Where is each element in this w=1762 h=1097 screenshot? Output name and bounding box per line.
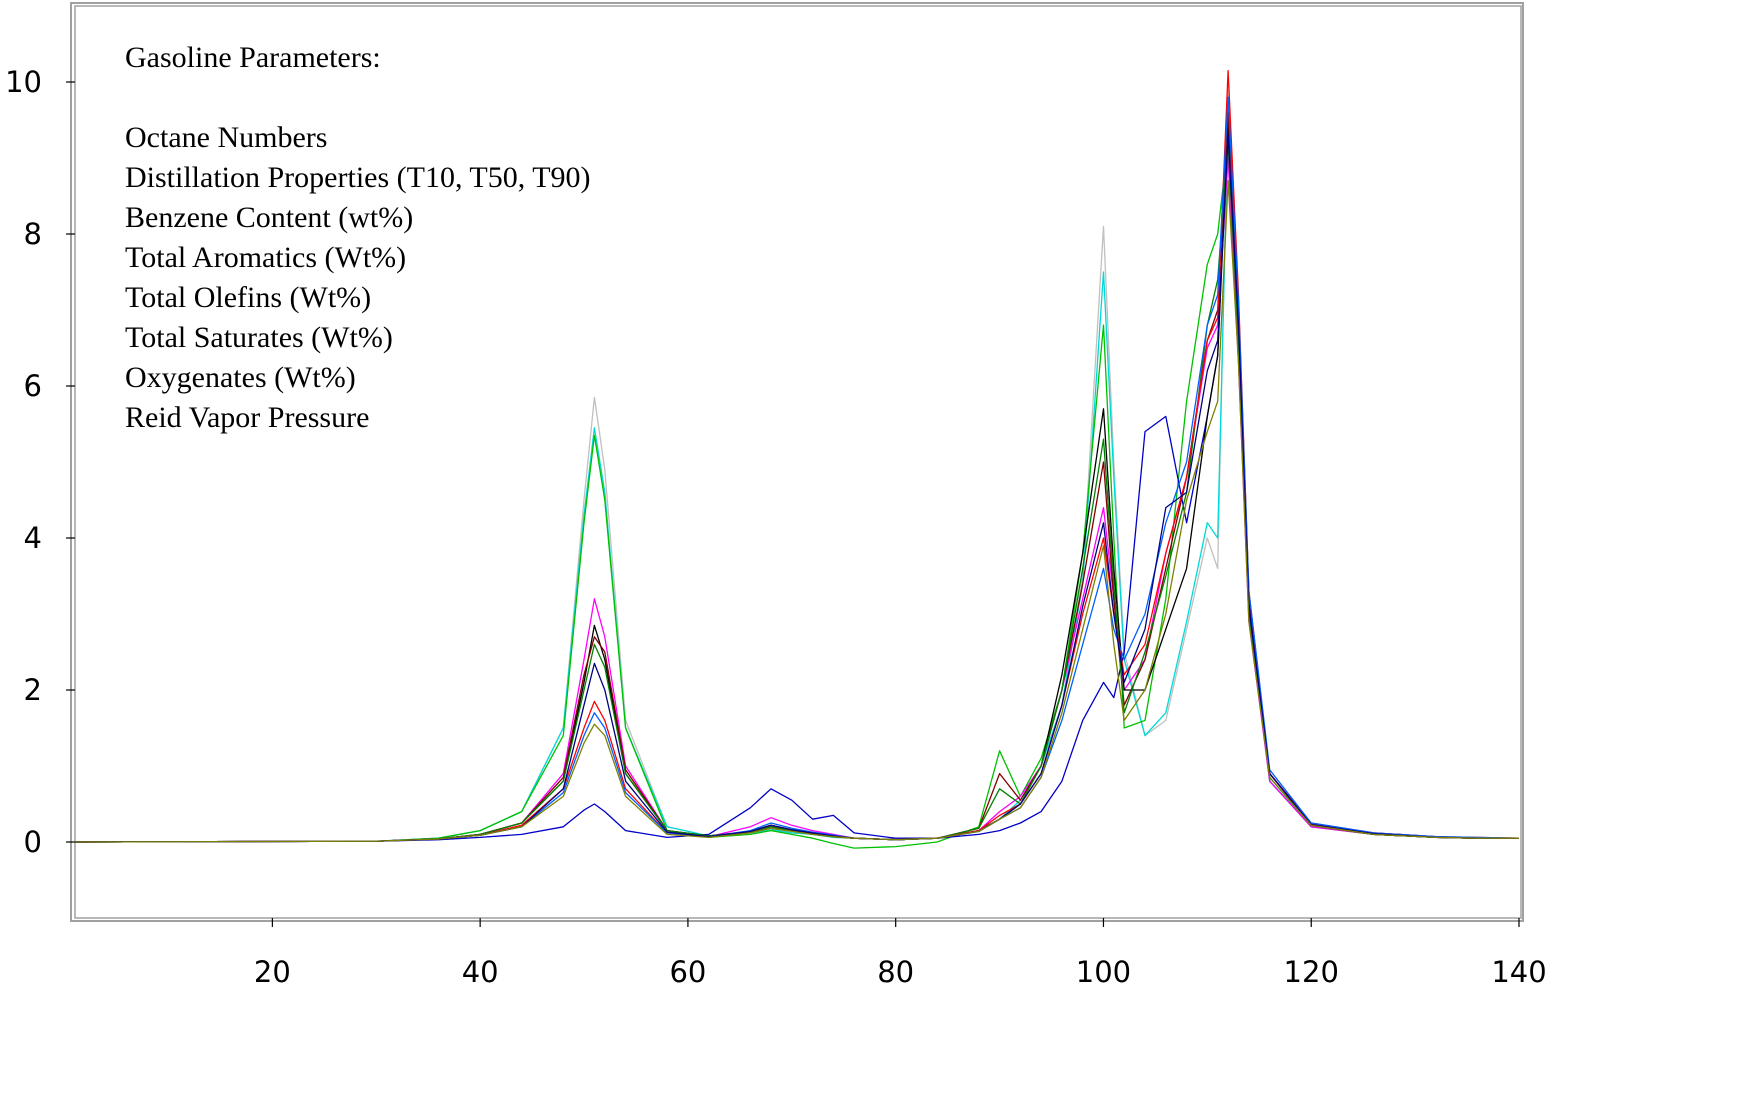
plot-frame [70,2,1524,922]
x-tick-label: 120 [1284,955,1339,989]
annotation-block: Gasoline Parameters: Octane Numbers Dist… [125,41,591,434]
x-tick-label: 40 [462,955,499,989]
plot-frame-outer [70,2,1524,922]
y-tick-label: 6 [24,369,42,403]
y-tick-label: 8 [24,217,42,251]
annotation-item: Benzene Content (wt%) [125,201,413,234]
series-layer [74,69,1520,849]
annotation-item: Distillation Properties (T10, T50, T90) [125,161,591,194]
series-line-12 [74,180,1519,843]
y-tick-label: 4 [24,521,42,555]
y-tick-label: 0 [24,825,42,859]
annotation-item: Oxygenates (Wt%) [125,361,356,394]
plot-frame-inner [74,5,1522,919]
x-tick-label: 20 [254,955,291,989]
x-tick-label: 100 [1076,955,1131,989]
annotation-item: Reid Vapor Pressure [125,401,369,434]
x-tick-label: 60 [669,955,706,989]
x-tick-label: 140 [1491,955,1546,989]
y-axis: 0 2 4 6 8 10 [5,65,75,859]
annotation-heading: Gasoline Parameters: [125,41,381,74]
x-axis: 20 40 60 80 100 120 140 [254,918,1547,989]
annotation-item: Total Aromatics (Wt%) [125,241,406,274]
y-tick-label: 2 [24,673,42,707]
annotation-item: Total Saturates (Wt%) [125,321,393,354]
annotation-item: Total Olefins (Wt%) [125,281,371,314]
y-tick-label: 10 [5,65,42,99]
annotation-item: Octane Numbers [125,121,327,154]
x-tick-label: 80 [877,955,914,989]
